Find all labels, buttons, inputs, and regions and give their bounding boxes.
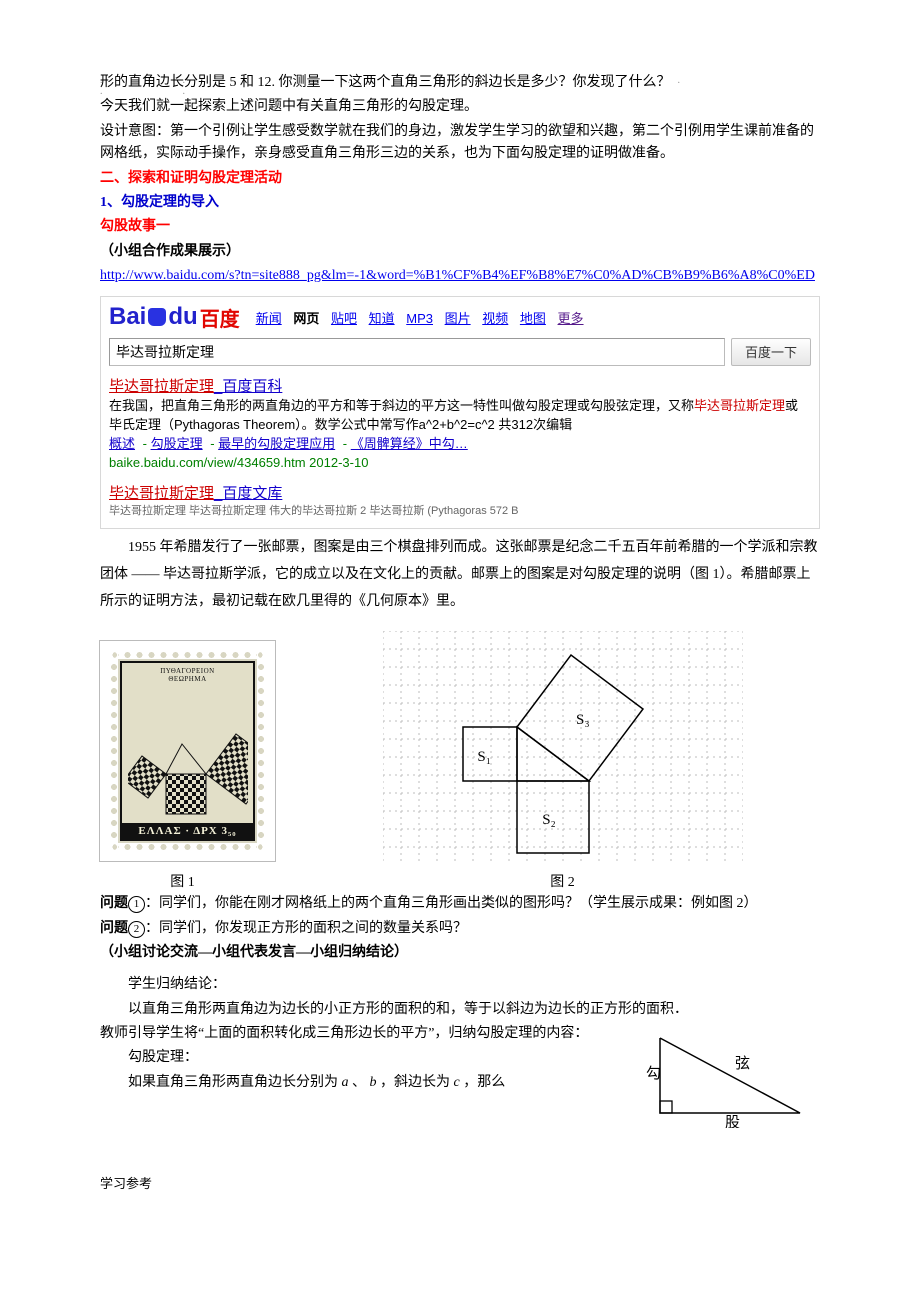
grid-diagram: S₁ S₂ S₃ bbox=[383, 631, 743, 861]
heading-2: 二、探索和证明勾股定理活动 bbox=[100, 168, 820, 190]
question-2: 问题2：同学们，你发现正方形的面积之间的数量关系吗？ bbox=[100, 918, 820, 940]
label-xian: 弦 bbox=[735, 1055, 750, 1072]
var-b: b bbox=[370, 1075, 377, 1090]
result-title-link[interactable]: 毕达哥拉斯定理_百度百科 bbox=[109, 378, 282, 395]
stamp-pythagoras-icon bbox=[128, 683, 248, 823]
result-sublink[interactable]: 《周髀算经》中勾… bbox=[351, 436, 468, 451]
baidu-tab-web[interactable]: 网页 bbox=[293, 311, 319, 326]
heading-3: 1、勾股定理的导入 bbox=[100, 192, 820, 214]
top-dotted-line: .. . . . .. bbox=[100, 75, 820, 76]
source-url-link[interactable]: http://www.baidu.com/s?tn=site888_pg&lm=… bbox=[100, 268, 815, 283]
paragraph: 今天我们就一起探索上述问题中有关直角三角形的勾股定理。 bbox=[100, 96, 820, 118]
result-sublink[interactable]: 最早的勾股定理应用 bbox=[218, 436, 335, 451]
baidu-logo: Bai du 百度 bbox=[109, 303, 240, 332]
result-title-link[interactable]: 毕达哥拉斯定理_百度文库 bbox=[109, 485, 282, 502]
baidu-search-row: 百度一下 bbox=[109, 338, 811, 366]
result-title-rest: _百度百科 bbox=[214, 378, 282, 395]
result-desc: 在我国，把直角三角形的两直角边的平方和等于斜边的平方这一特性叫做勾股定理或勾股弦… bbox=[109, 397, 811, 435]
search-result: 毕达哥拉斯定理_百度文库 毕达哥拉斯定理 毕达哥拉斯定理 伟大的毕达哥拉斯 2 … bbox=[109, 483, 811, 521]
baidu-tab-news[interactable]: 新闻 bbox=[256, 311, 282, 326]
circled-number: 1 bbox=[128, 896, 145, 913]
sep: 、 bbox=[352, 1075, 366, 1090]
var-c: c bbox=[454, 1075, 460, 1090]
baidu-tab-map[interactable]: 地图 bbox=[520, 311, 546, 326]
stamp-foot-text: ΕΛΛΑΣ · ΔΡΧ 3₅₀ bbox=[122, 823, 253, 839]
svg-text:S₁: S₁ bbox=[477, 749, 491, 765]
baidu-tab-mp3[interactable]: MP3 bbox=[406, 311, 433, 326]
heading-4: 勾股故事一 bbox=[100, 216, 820, 238]
stamp-figure: ΠΥΘΑΓΟΡΕΙΟΝ ΘΕΩΡΗΜΑ bbox=[100, 641, 265, 867]
result-title-hit: 毕达哥拉斯定理 bbox=[109, 485, 214, 502]
stamp-head-line1: ΠΥΘΑΓΟΡΕΙΟΝ bbox=[160, 667, 214, 675]
circled-number: 2 bbox=[128, 921, 145, 938]
baidu-tab-video[interactable]: 视频 bbox=[482, 311, 508, 326]
paren-note: （小组合作成果展示） bbox=[100, 241, 820, 263]
conclusion-label: 学生归纳结论： bbox=[100, 974, 820, 996]
theorem-mid: ，斜边长为 bbox=[380, 1075, 450, 1090]
question-text: ：同学们，你发现正方形的面积之间的数量关系吗？ bbox=[145, 921, 467, 936]
result-desc-hit: 毕达哥拉斯定理 bbox=[694, 398, 785, 413]
conclusion-text: 以直角三角形两直角边为边长的小正方形的面积的和，等于以斜边为边长的正方形的面积． bbox=[100, 999, 820, 1021]
paragraph: 设计意图：第一个引例让学生感受数学就在我们的身边，激发学生学习的欲望和兴趣，第二… bbox=[100, 121, 820, 166]
right-triangle-diagram: 勾 股 弦 bbox=[640, 1023, 820, 1133]
svg-text:S₂: S₂ bbox=[542, 812, 556, 828]
stamp-head-text: ΠΥΘΑΓΟΡΕΙΟΝ ΘΕΩΡΗΜΑ bbox=[160, 667, 214, 683]
baidu-logo-cn: 百度 bbox=[200, 303, 240, 332]
question-text: ：同学们，你能在刚才网格纸上的两个直角三角形画出类似的图形吗？（学生展示成果：例… bbox=[145, 896, 758, 911]
svg-text:S₃: S₃ bbox=[576, 712, 590, 728]
baidu-search-button[interactable]: 百度一下 bbox=[731, 338, 811, 366]
result-truncated: 毕达哥拉斯定理 毕达哥拉斯定理 伟大的毕达哥拉斯 2 毕达哥拉斯 (Pythag… bbox=[109, 504, 811, 520]
stamp-image: ΠΥΘΑΓΟΡΕΙΟΝ ΘΕΩΡΗΜΑ bbox=[100, 641, 275, 861]
baidu-search-input[interactable] bbox=[109, 338, 725, 366]
baidu-paw-icon bbox=[148, 308, 166, 326]
question-label: 问题 bbox=[100, 921, 128, 936]
result-sublinks: 概述 - 勾股定理 - 最早的勾股定理应用 - 《周髀算经》中勾… bbox=[109, 435, 811, 454]
theorem-pre: 如果直角三角形两直角边长分别为 bbox=[128, 1075, 338, 1090]
page: .. . . . .. 形的直角边长分别是 5 和 12. 你测量一下这两个直角… bbox=[0, 0, 920, 1232]
fig1-caption: 图 1 bbox=[100, 871, 265, 891]
baidu-search-box: Bai du 百度 新闻 网页 贴吧 知道 MP3 图片 视频 地图 更多 百度… bbox=[100, 296, 820, 530]
result-title-rest: _百度文库 bbox=[214, 485, 282, 502]
search-result: 毕达哥拉斯定理_百度百科 在我国，把直角三角形的两直角边的平方和等于斜边的平方这… bbox=[109, 376, 811, 473]
result-title-hit: 毕达哥拉斯定理 bbox=[109, 378, 214, 395]
stamp-head-line2: ΘΕΩΡΗΜΑ bbox=[160, 675, 214, 683]
baidu-tab-more[interactable]: 更多 bbox=[558, 311, 584, 326]
grid-figure: S₁ S₂ S₃ bbox=[305, 631, 820, 867]
label-gu: 股 bbox=[725, 1114, 740, 1128]
result-sublink[interactable]: 概述 bbox=[109, 436, 135, 451]
baidu-header: Bai du 百度 新闻 网页 贴吧 知道 MP3 图片 视频 地图 更多 bbox=[109, 303, 811, 332]
label-gou: 勾 bbox=[646, 1065, 661, 1082]
baidu-tab-image[interactable]: 图片 bbox=[445, 311, 471, 326]
question-1: 问题1：同学们，你能在刚才网格纸上的两个直角三角形画出类似的图形吗？（学生展示成… bbox=[100, 893, 820, 915]
paren-note: （小组讨论交流—小组代表发言—小组归纳结论） bbox=[100, 942, 820, 964]
fig2-caption: 图 2 bbox=[305, 871, 820, 891]
var-a: a bbox=[342, 1075, 349, 1090]
footer-note: 学习参考 bbox=[100, 1173, 820, 1192]
stamp-paragraph: 1955 年希腊发行了一张邮票，图案是由三个棋盘排列而成。这张邮票是纪念二千五百… bbox=[100, 535, 820, 615]
baidu-logo-bai: Bai bbox=[109, 303, 146, 331]
stamp-inner: ΠΥΘΑΓΟΡΕΙΟΝ ΘΕΩΡΗΜΑ bbox=[120, 661, 255, 841]
result-url: baike.baidu.com/view/434659.htm 2012-3-1… bbox=[109, 454, 811, 473]
baidu-tabs: 新闻 网页 贴吧 知道 MP3 图片 视频 地图 更多 bbox=[252, 308, 588, 327]
baidu-tab-zhidao[interactable]: 知道 bbox=[369, 311, 395, 326]
result-sublink[interactable]: 勾股定理 bbox=[151, 436, 203, 451]
result-desc-pre: 在我国，把直角三角形的两直角边的平方和等于斜边的平方这一特性叫做勾股定理或勾股弦… bbox=[109, 398, 694, 413]
question-label: 问题 bbox=[100, 896, 128, 911]
theorem-post: ，那么 bbox=[463, 1075, 505, 1090]
conclusion-block: 学生归纳结论： 以直角三角形两直角边为边长的小正方形的面积的和，等于以斜边为边长… bbox=[100, 974, 820, 1133]
triangle-icon: 勾 股 弦 bbox=[640, 1023, 820, 1128]
baidu-logo-du: du bbox=[168, 303, 197, 331]
baidu-tab-tieba[interactable]: 贴吧 bbox=[331, 311, 357, 326]
figure-captions: 图 1 图 2 bbox=[100, 871, 820, 891]
figure-row: ΠΥΘΑΓΟΡΕΙΟΝ ΘΕΩΡΗΜΑ bbox=[100, 631, 820, 867]
